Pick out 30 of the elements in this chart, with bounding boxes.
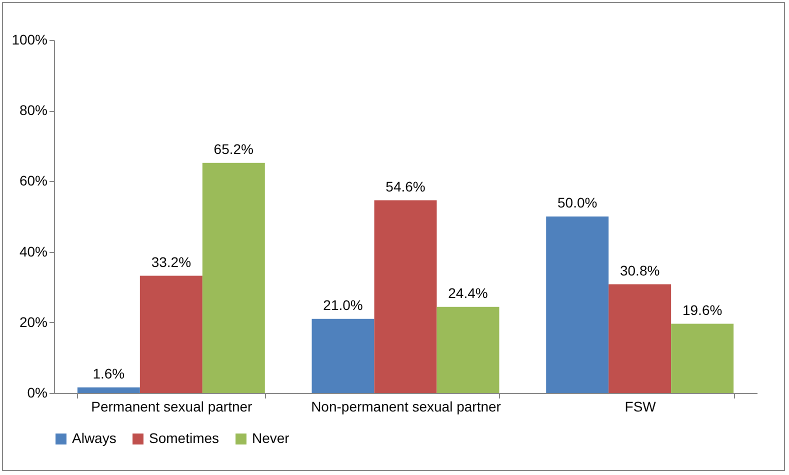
- x-tick-label: Non-permanent sexual partner: [311, 398, 502, 414]
- y-tick-label: 0%: [27, 384, 48, 400]
- bar: [436, 306, 500, 393]
- y-tick-label: 40%: [19, 243, 48, 260]
- data-label: 21.0%: [323, 296, 363, 313]
- bar: [374, 200, 437, 393]
- x-tick-label: FSW: [624, 398, 657, 414]
- y-tick-label: 20%: [19, 314, 48, 330]
- bar: [202, 162, 265, 393]
- bar: [312, 318, 374, 393]
- data-label: 33.2%: [151, 254, 192, 270]
- y-tick-label: 60%: [19, 172, 48, 189]
- y-tick-label: 100%: [12, 32, 48, 48]
- y-tick-label: 80%: [19, 102, 48, 118]
- data-label: 65.2%: [214, 140, 254, 157]
- data-label: 30.8%: [620, 262, 660, 278]
- data-label: 50.0%: [557, 194, 598, 210]
- data-label: 54.6%: [386, 178, 426, 194]
- data-label: 1.6%: [92, 365, 125, 382]
- legend-label: Never: [252, 430, 290, 446]
- bar: [140, 276, 202, 393]
- legend-label: Sometimes: [149, 430, 220, 446]
- data-label: 24.4%: [448, 284, 488, 301]
- bar: [546, 216, 609, 393]
- x-tick-label: Permanent sexual partner: [91, 398, 253, 414]
- legend-label: Always: [72, 430, 116, 446]
- data-label: 19.6%: [682, 302, 722, 318]
- bar: [77, 387, 140, 393]
- bar: [671, 324, 734, 393]
- bar: [608, 284, 672, 393]
